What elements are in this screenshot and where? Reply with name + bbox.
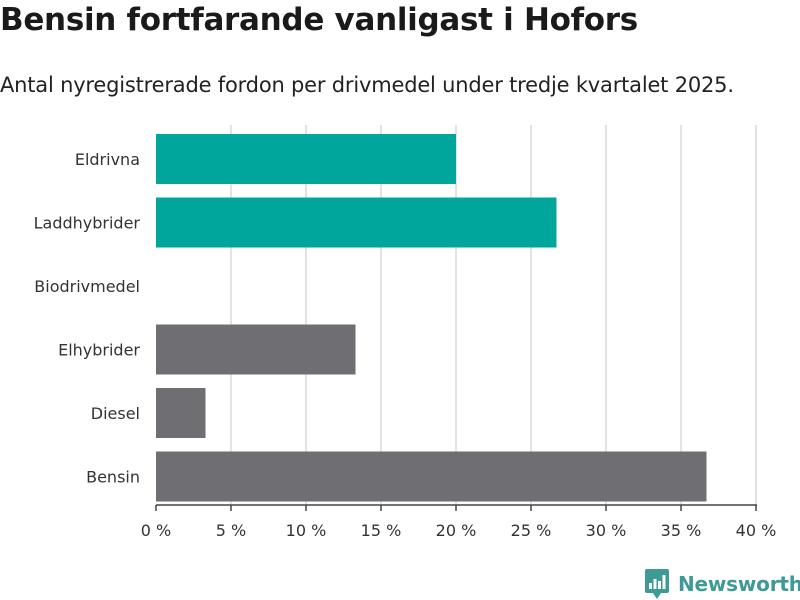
category-label: Elhybrider	[58, 341, 140, 360]
chart-title: Bensin fortfarande vanligast i Hofors	[0, 2, 638, 38]
bar	[156, 324, 356, 375]
x-tick-label: 0 %	[141, 521, 171, 540]
category-label: Laddhybrider	[34, 214, 141, 233]
x-tick-label: 40 %	[736, 521, 777, 540]
category-label: Diesel	[91, 404, 140, 423]
x-tick-label: 30 %	[586, 521, 627, 540]
bar	[156, 197, 557, 248]
category-label: Biodrivmedel	[34, 277, 140, 296]
newsworthy-logo-icon	[645, 569, 669, 599]
category-label: Eldrivna	[75, 150, 140, 169]
bar	[156, 451, 707, 502]
x-tick-label: 25 %	[511, 521, 552, 540]
bar	[156, 134, 456, 184]
x-tick-label: 15 %	[361, 521, 402, 540]
bar	[156, 388, 206, 438]
x-tick-label: 35 %	[661, 521, 702, 540]
x-tick-label: 10 %	[286, 521, 327, 540]
x-tick-label: 5 %	[216, 521, 246, 540]
chart-subtitle: Antal nyregistrerade fordon per drivmede…	[0, 73, 734, 97]
category-label: Bensin	[86, 468, 140, 487]
brand-logo: Newsworthy	[644, 568, 800, 600]
brand-name: Newsworthy	[678, 572, 800, 596]
x-tick-label: 20 %	[436, 521, 477, 540]
